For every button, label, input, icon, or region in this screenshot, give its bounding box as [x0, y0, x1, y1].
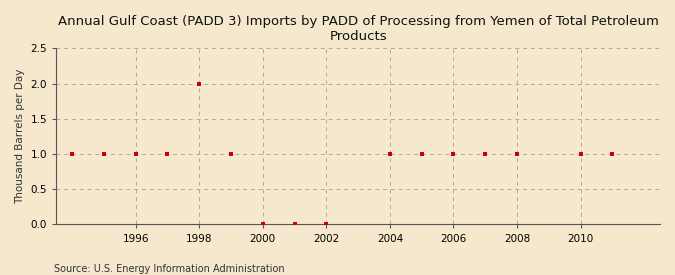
Point [99, 152, 109, 156]
Title: Annual Gulf Coast (PADD 3) Imports by PADD of Processing from Yemen of Total Pet: Annual Gulf Coast (PADD 3) Imports by PA… [57, 15, 659, 43]
Point [416, 152, 427, 156]
Point [385, 152, 396, 156]
Point [289, 222, 300, 227]
Y-axis label: Thousand Barrels per Day: Thousand Barrels per Day [15, 69, 25, 204]
Point [194, 81, 205, 86]
Point [575, 152, 586, 156]
Point [607, 152, 618, 156]
Text: Source: U.S. Energy Information Administration: Source: U.S. Energy Information Administ… [54, 264, 285, 274]
Point [67, 152, 78, 156]
Point [130, 152, 141, 156]
Point [225, 152, 236, 156]
Point [257, 222, 268, 227]
Point [321, 222, 331, 227]
Point [448, 152, 459, 156]
Point [480, 152, 491, 156]
Point [162, 152, 173, 156]
Point [512, 152, 522, 156]
